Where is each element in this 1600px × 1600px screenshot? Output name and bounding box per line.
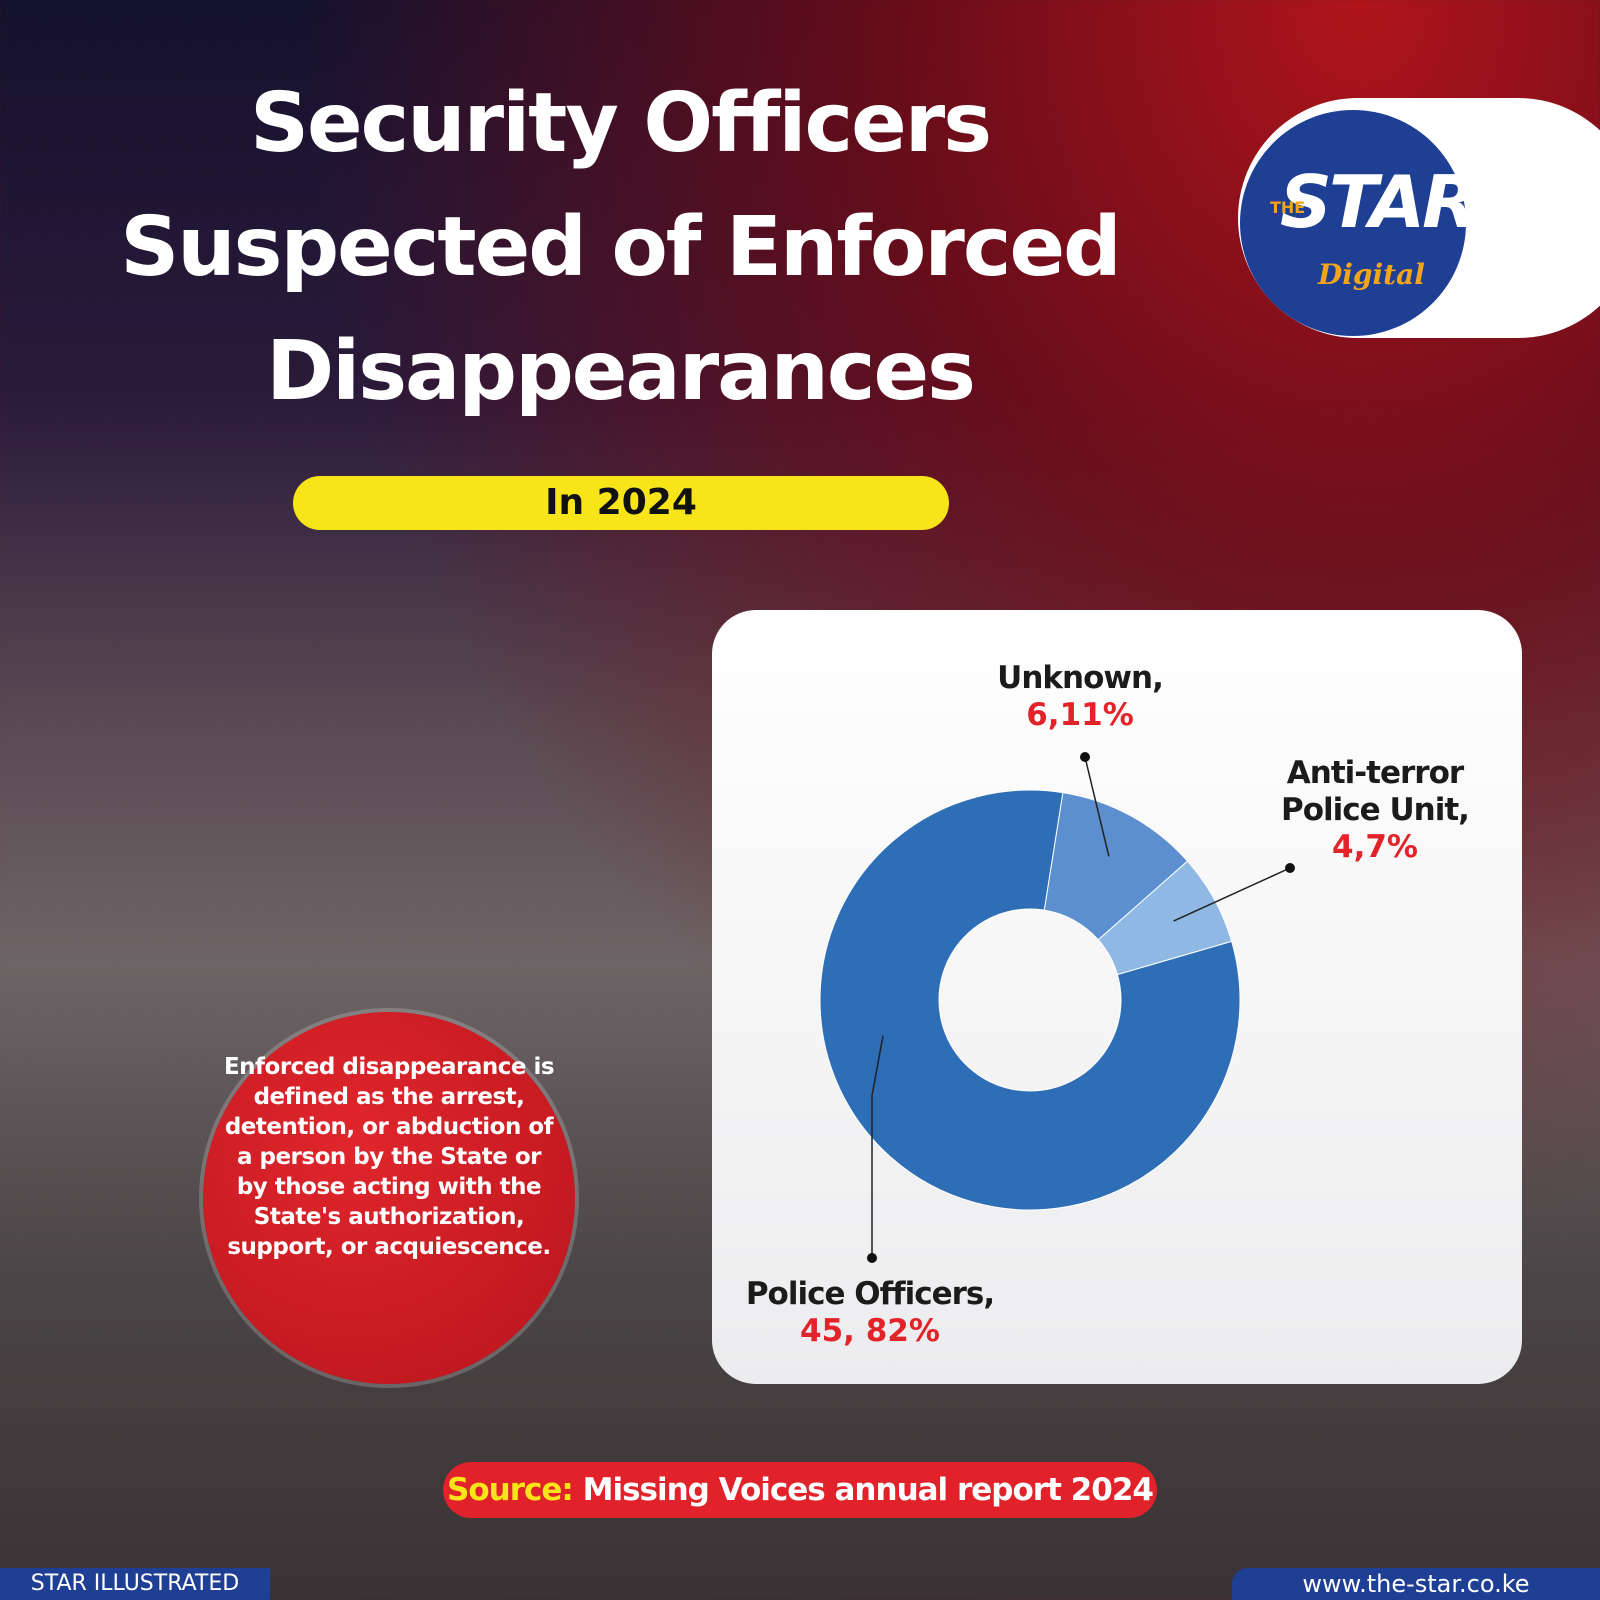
logo-main: STAR <box>1280 160 1478 244</box>
title: Security Officers Suspected of Enforced … <box>40 62 1200 434</box>
title-line: Suspected of Enforced <box>120 200 1122 295</box>
title-line: Security Officers <box>249 76 992 171</box>
source-label: Source: <box>447 1472 574 1508</box>
logo-small: THE <box>1270 198 1306 217</box>
leader-line <box>1084 756 1110 857</box>
leader-dot <box>1080 752 1090 762</box>
title-line: Disappearances <box>266 324 976 419</box>
donut-slice <box>1043 792 1189 941</box>
note-text: Enforced disappearance is defined as the… <box>223 1054 555 1260</box>
source: Source: Missing Voices annual report 202… <box>443 1462 1157 1518</box>
donut-slice <box>819 789 1241 1211</box>
slice-value-label: 6,11% <box>1026 697 1134 733</box>
note-bubble <box>203 1012 575 1384</box>
slice-value-label: 4,7% <box>1332 829 1418 865</box>
source-text: Missing Voices annual report 2024 <box>582 1472 1154 1508</box>
footer-right: www.the-star.co.ke <box>1232 1568 1600 1600</box>
slice-label: Anti-terror Police Unit, <box>1281 755 1470 828</box>
leader-line <box>871 1035 884 1258</box>
slice-value-label: 45, 82% <box>800 1313 940 1349</box>
leader-dot <box>867 1253 877 1263</box>
leader-dot <box>1285 863 1295 873</box>
slice-label: Police Officers, <box>745 1276 995 1312</box>
slice-label: Unknown, <box>997 660 1164 696</box>
logo-sub: Digital <box>1318 258 1425 291</box>
subtitle: In 2024 <box>293 476 949 530</box>
logo-circle <box>1240 110 1466 336</box>
leader-line <box>1173 867 1291 922</box>
footer-left: STAR ILLUSTRATED <box>0 1568 270 1600</box>
